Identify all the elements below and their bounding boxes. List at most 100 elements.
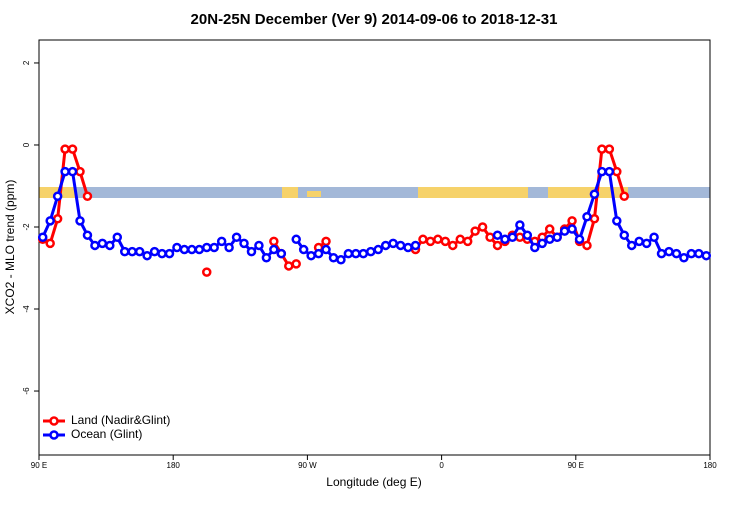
y-tick-label: -6 xyxy=(22,387,31,395)
point xyxy=(507,232,518,242)
point xyxy=(60,166,70,177)
point xyxy=(202,242,212,253)
point xyxy=(500,234,510,245)
x-tick-label: 90 W xyxy=(298,461,317,470)
point xyxy=(530,242,540,253)
point xyxy=(626,240,637,251)
point xyxy=(321,244,331,255)
point xyxy=(187,244,197,255)
series-line xyxy=(41,170,707,262)
point xyxy=(202,267,212,277)
point xyxy=(589,214,600,224)
point xyxy=(261,253,272,263)
point xyxy=(477,222,488,232)
point xyxy=(522,230,533,240)
point xyxy=(149,246,160,257)
point xyxy=(321,236,331,247)
point xyxy=(328,253,339,263)
point xyxy=(619,230,630,240)
point xyxy=(269,244,279,255)
point xyxy=(37,232,48,242)
point xyxy=(164,248,175,259)
point xyxy=(597,144,607,154)
y-tick-label: 2 xyxy=(22,60,31,65)
point xyxy=(440,236,451,247)
point xyxy=(112,232,123,242)
point xyxy=(52,191,63,201)
point xyxy=(194,244,205,255)
point xyxy=(582,240,592,251)
point xyxy=(515,232,525,242)
point xyxy=(567,224,577,234)
point xyxy=(60,144,70,154)
point xyxy=(664,246,674,257)
point xyxy=(604,166,615,177)
legend-label: Ocean (Glint) xyxy=(71,427,142,441)
point xyxy=(604,144,615,154)
y-tick-label: 0 xyxy=(22,142,31,147)
point xyxy=(127,246,137,257)
point xyxy=(284,261,294,271)
point xyxy=(418,234,428,245)
point xyxy=(410,240,421,251)
point xyxy=(641,238,652,249)
point xyxy=(157,248,167,259)
y-tick-label: -2 xyxy=(22,223,31,231)
point xyxy=(179,244,190,255)
point xyxy=(343,248,354,259)
point xyxy=(82,230,93,240)
point xyxy=(276,248,287,259)
point xyxy=(656,248,667,259)
point xyxy=(291,259,301,269)
point xyxy=(567,216,577,226)
point xyxy=(597,166,607,177)
map-strip xyxy=(39,187,710,198)
point xyxy=(455,234,465,245)
point xyxy=(537,238,547,249)
legend-label: Land (Nadir&Glint) xyxy=(71,413,170,427)
point xyxy=(90,240,100,251)
point xyxy=(298,244,309,255)
point xyxy=(75,216,85,226)
point xyxy=(485,232,495,242)
chart-title: 20N-25N December (Ver 9) 2014-09-06 to 2… xyxy=(191,11,558,28)
point xyxy=(634,236,644,247)
point xyxy=(254,240,264,251)
point xyxy=(82,191,93,201)
y-axis-label: XCO2 - MLO trend (ppm) xyxy=(3,180,17,315)
x-tick-label: 90 E xyxy=(568,461,584,470)
point xyxy=(671,248,682,259)
point xyxy=(97,238,108,249)
point xyxy=(433,234,443,245)
point xyxy=(313,248,324,259)
point xyxy=(45,238,55,249)
x-tick-label: 0 xyxy=(439,461,444,470)
point xyxy=(45,216,55,226)
point xyxy=(373,244,383,255)
point xyxy=(366,246,376,257)
point xyxy=(649,232,659,242)
x-tick-label: 180 xyxy=(167,461,181,470)
point xyxy=(448,240,458,251)
y-tick-label: -4 xyxy=(22,305,31,313)
point xyxy=(358,248,369,259)
point xyxy=(395,240,406,251)
point xyxy=(470,226,480,236)
point xyxy=(209,242,219,253)
point xyxy=(134,246,145,257)
legend: Land (Nadir&Glint)Ocean (Glint) xyxy=(43,413,170,441)
legend-marker xyxy=(49,430,59,440)
point xyxy=(574,234,585,245)
point xyxy=(492,230,503,240)
point xyxy=(291,234,301,245)
plot-frame xyxy=(38,39,711,456)
point xyxy=(403,242,413,253)
point xyxy=(231,232,242,242)
point xyxy=(269,236,279,247)
x-tick-label: 90 E xyxy=(31,461,47,470)
point xyxy=(612,166,622,177)
point xyxy=(52,214,63,224)
point xyxy=(492,240,503,251)
point xyxy=(694,248,704,259)
